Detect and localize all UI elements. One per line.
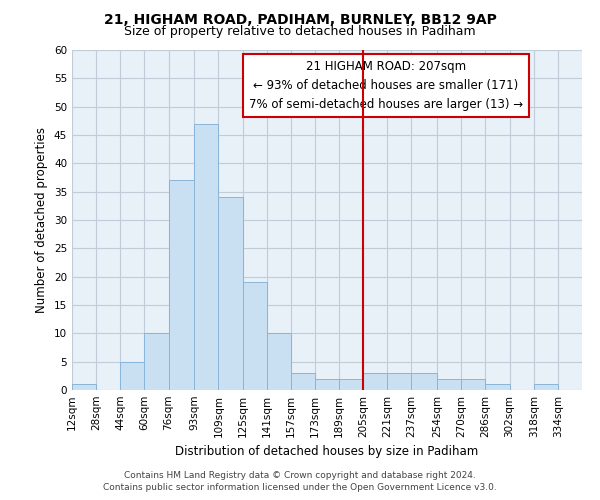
Bar (169, 180, 194, 390)
Bar (363, 373, 388, 390)
Bar (485, 384, 509, 390)
Bar (339, 378, 363, 390)
Y-axis label: Number of detached properties: Number of detached properties (35, 127, 49, 313)
Text: 21, HIGHAM ROAD, PADIHAM, BURNLEY, BB12 9AP: 21, HIGHAM ROAD, PADIHAM, BURNLEY, BB12 … (104, 12, 496, 26)
Bar (145, 334, 169, 390)
Bar (120, 362, 145, 390)
Text: Size of property relative to detached houses in Padiham: Size of property relative to detached ho… (124, 25, 476, 38)
Text: 21 HIGHAM ROAD: 207sqm
← 93% of detached houses are smaller (171)
7% of semi-det: 21 HIGHAM ROAD: 207sqm ← 93% of detached… (248, 60, 523, 111)
Bar (315, 378, 339, 390)
Bar (437, 378, 461, 390)
Bar (218, 198, 242, 390)
Bar (72, 384, 96, 390)
Bar (242, 282, 266, 390)
Bar (412, 373, 437, 390)
X-axis label: Distribution of detached houses by size in Padiham: Distribution of detached houses by size … (175, 446, 479, 458)
Bar (388, 373, 412, 390)
Bar (266, 334, 291, 390)
Text: Contains HM Land Registry data © Crown copyright and database right 2024.
Contai: Contains HM Land Registry data © Crown c… (103, 471, 497, 492)
Bar (194, 124, 218, 390)
Bar (461, 378, 485, 390)
Bar (291, 373, 315, 390)
Bar (534, 384, 558, 390)
